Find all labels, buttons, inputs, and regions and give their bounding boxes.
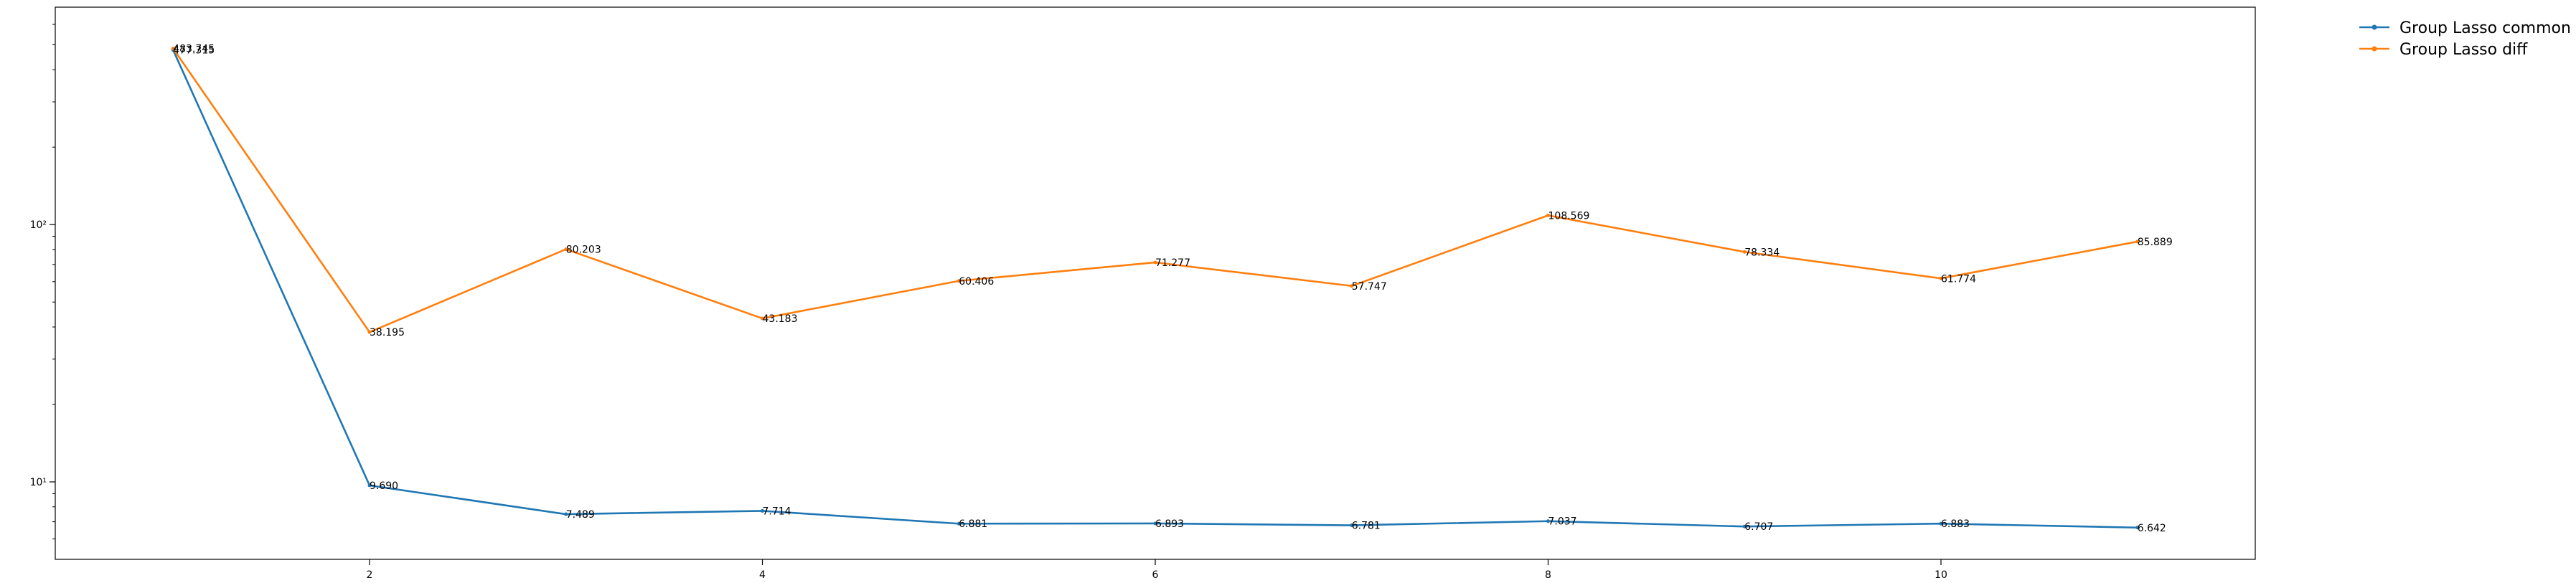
data-label: 7.037 bbox=[1548, 516, 1577, 528]
data-label: 9.690 bbox=[370, 480, 398, 492]
data-label: 61.774 bbox=[1941, 273, 1976, 285]
x-tick-label: 2 bbox=[367, 569, 373, 581]
data-point bbox=[367, 330, 372, 334]
legend-label: Group Lasso diff bbox=[2399, 41, 2528, 59]
x-tick-label: 10 bbox=[1935, 569, 1947, 581]
data-point bbox=[1939, 276, 1943, 280]
data-label: 6.781 bbox=[1352, 521, 1381, 532]
data-label: 6.881 bbox=[959, 518, 987, 530]
data-point bbox=[564, 247, 568, 252]
data-label: 38.195 bbox=[370, 327, 405, 338]
data-point bbox=[1742, 524, 1747, 529]
x-tick-label: 8 bbox=[1545, 569, 1551, 581]
data-point bbox=[761, 316, 764, 321]
data-label: 7.489 bbox=[566, 509, 595, 521]
data-point bbox=[1153, 521, 1157, 526]
axis-layer: 2 4 6 8 10 10¹ 10² bbox=[30, 24, 1947, 581]
data-point bbox=[956, 279, 961, 283]
data-label: 6.642 bbox=[2138, 523, 2166, 534]
data-point bbox=[956, 521, 961, 526]
data-label: 6.707 bbox=[1744, 521, 1773, 533]
data-point bbox=[1546, 519, 1550, 523]
data-label: 43.183 bbox=[763, 313, 798, 325]
legend-marker bbox=[2371, 46, 2377, 52]
data-label: 108.569 bbox=[1548, 210, 1590, 222]
y-tick-label: 10¹ bbox=[30, 477, 47, 488]
data-label: 85.889 bbox=[2138, 237, 2173, 248]
data-label: 71.277 bbox=[1155, 257, 1190, 269]
data-label: 477.315 bbox=[173, 45, 215, 57]
data-label: 6.883 bbox=[1941, 518, 1970, 530]
data-label-layer: 477.315 9.690 7.489 7.714 6.881 6.893 6.781 7.0… bbox=[173, 44, 2173, 534]
x-tick-label: 6 bbox=[1152, 569, 1159, 581]
data-point bbox=[564, 512, 568, 516]
data-label: 57.747 bbox=[1352, 281, 1387, 293]
data-label: 80.203 bbox=[566, 245, 601, 256]
data-point bbox=[367, 483, 372, 488]
data-point bbox=[1742, 250, 1747, 254]
data-point bbox=[2135, 240, 2140, 244]
data-label: 60.406 bbox=[959, 276, 994, 288]
data-point bbox=[1350, 523, 1354, 528]
data-point bbox=[761, 508, 764, 513]
data-point bbox=[1546, 213, 1550, 217]
data-point bbox=[1153, 260, 1157, 265]
data-label: 7.714 bbox=[763, 506, 791, 517]
data-label: 78.334 bbox=[1744, 247, 1780, 258]
legend-marker bbox=[2371, 24, 2377, 30]
data-label: 6.893 bbox=[1155, 518, 1184, 530]
plot-area bbox=[55, 7, 2255, 559]
legend: Group Lasso common Group Lasso diff bbox=[2359, 19, 2571, 59]
data-point bbox=[171, 47, 175, 51]
x-tick-label: 4 bbox=[759, 569, 766, 581]
data-point bbox=[1350, 284, 1354, 288]
legend-label: Group Lasso common bbox=[2399, 19, 2571, 37]
series-layer bbox=[171, 47, 2140, 530]
data-label: 483.745 bbox=[173, 44, 215, 55]
data-point bbox=[1939, 521, 1943, 526]
y-tick-label: 10² bbox=[30, 219, 47, 231]
data-point bbox=[2135, 526, 2140, 530]
